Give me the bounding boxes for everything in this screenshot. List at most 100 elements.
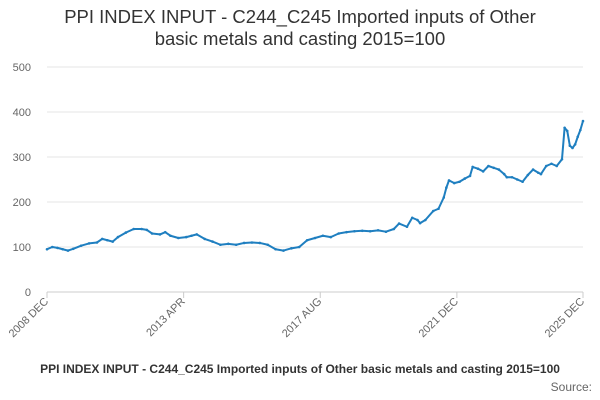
data-point[interactable] (211, 240, 214, 243)
data-point[interactable] (410, 216, 414, 220)
data-point[interactable] (544, 164, 548, 168)
data-point[interactable] (497, 168, 501, 171)
data-point[interactable] (195, 233, 199, 236)
data-point[interactable] (203, 237, 206, 241)
data-point[interactable] (297, 245, 301, 249)
data-point[interactable] (539, 172, 543, 176)
x-tick-label: 2025 DEC (543, 296, 587, 340)
data-point[interactable] (71, 247, 75, 251)
data-point[interactable] (345, 230, 348, 234)
data-point[interactable] (158, 233, 162, 236)
data-point[interactable] (87, 242, 91, 245)
data-point[interactable] (329, 235, 333, 239)
data-point[interactable] (468, 174, 472, 178)
data-point[interactable] (95, 241, 99, 244)
data-point[interactable] (550, 162, 553, 166)
data-point[interactable] (463, 177, 467, 180)
data-point[interactable] (313, 236, 317, 240)
data-point[interactable] (424, 218, 427, 222)
data-point[interactable] (169, 234, 172, 238)
data-point[interactable] (376, 229, 380, 232)
data-point[interactable] (568, 144, 572, 148)
y-tick-label: 100 (13, 242, 31, 254)
chart-title: PPI INDEX INPUT - C244_C245 Imported inp… (0, 6, 600, 50)
data-point[interactable] (368, 229, 372, 233)
data-point[interactable] (140, 227, 143, 231)
data-point[interactable] (521, 180, 524, 184)
data-point[interactable] (274, 247, 277, 251)
data-point[interactable] (416, 218, 419, 222)
data-point[interactable] (163, 230, 167, 234)
data-point[interactable] (61, 247, 65, 251)
data-point[interactable] (250, 241, 254, 244)
series-layer (45, 119, 585, 252)
data-point[interactable] (266, 243, 270, 247)
data-point[interactable] (576, 135, 580, 139)
data-point[interactable] (111, 240, 114, 243)
data-point[interactable] (79, 244, 83, 247)
data-point[interactable] (405, 225, 409, 229)
data-point[interactable] (177, 236, 180, 240)
data-point[interactable] (555, 164, 559, 168)
data-point[interactable] (510, 175, 514, 179)
data-point[interactable] (384, 230, 388, 233)
data-point[interactable] (487, 164, 490, 168)
data-point[interactable] (150, 232, 154, 235)
data-point[interactable] (45, 247, 49, 251)
data-point[interactable] (282, 249, 285, 252)
data-point[interactable] (116, 235, 120, 239)
data-point[interactable] (560, 157, 564, 161)
data-point[interactable] (184, 235, 188, 239)
data-point[interactable] (458, 180, 461, 184)
data-point[interactable] (132, 227, 136, 231)
data-point[interactable] (537, 171, 540, 175)
data-point[interactable] (442, 196, 446, 199)
data-point[interactable] (242, 241, 246, 245)
data-point[interactable] (290, 247, 293, 250)
data-point[interactable] (66, 249, 70, 252)
data-point[interactable] (516, 178, 519, 181)
data-point[interactable] (431, 209, 435, 213)
data-point[interactable] (234, 243, 238, 247)
data-point[interactable] (579, 128, 582, 132)
data-point[interactable] (50, 245, 54, 249)
data-point[interactable] (447, 179, 451, 182)
data-point[interactable] (321, 234, 325, 238)
data-point[interactable] (258, 241, 262, 245)
data-point[interactable] (526, 173, 530, 177)
data-point[interactable] (397, 222, 401, 225)
x-axis-tick-labels: 2008 DEC 2013 APR 2017 AUG 2021 DEC 2025 DEC (7, 296, 587, 340)
y-tick-label: 300 (13, 152, 31, 164)
data-point[interactable] (581, 119, 585, 123)
data-point[interactable] (360, 229, 364, 233)
data-point[interactable] (418, 221, 422, 225)
data-point[interactable] (337, 232, 340, 235)
data-point[interactable] (573, 143, 577, 146)
source-label: Source: (550, 380, 592, 394)
data-point[interactable] (492, 166, 495, 170)
data-point[interactable] (437, 207, 440, 211)
data-point[interactable] (452, 181, 456, 185)
data-point[interactable] (56, 246, 59, 250)
data-point[interactable] (305, 238, 309, 242)
grid-lines (47, 66, 583, 248)
data-point[interactable] (145, 228, 149, 232)
data-point[interactable] (106, 238, 109, 242)
data-point[interactable] (353, 229, 356, 233)
data-point[interactable] (571, 146, 574, 150)
data-point[interactable] (471, 165, 474, 169)
data-point[interactable] (565, 129, 569, 133)
data-point[interactable] (445, 186, 448, 189)
data-point[interactable] (563, 126, 566, 130)
data-point[interactable] (531, 168, 535, 171)
data-point[interactable] (100, 237, 104, 241)
data-point[interactable] (476, 167, 480, 170)
data-point[interactable] (505, 175, 509, 179)
data-point[interactable] (502, 172, 506, 176)
data-point[interactable] (481, 170, 485, 173)
data-point[interactable] (124, 231, 128, 234)
data-point[interactable] (226, 242, 230, 246)
data-point[interactable] (392, 227, 396, 231)
data-point[interactable] (219, 243, 222, 247)
data-point[interactable] (190, 234, 193, 238)
